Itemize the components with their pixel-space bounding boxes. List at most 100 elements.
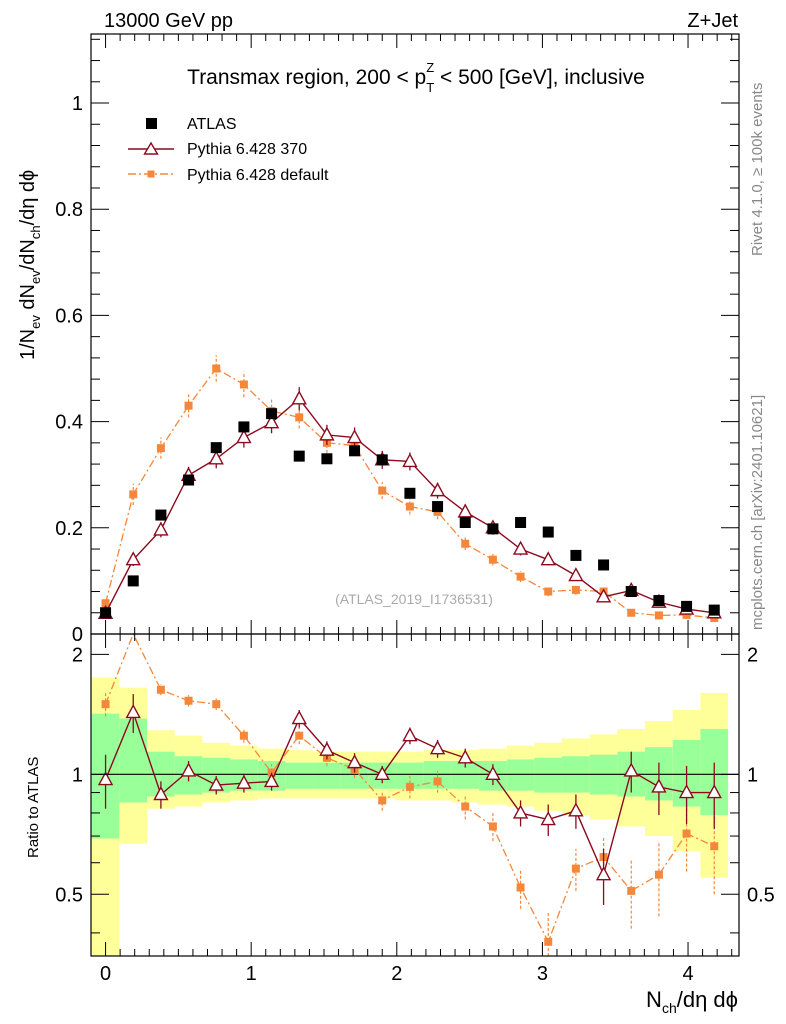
pdef-point xyxy=(627,608,636,617)
atlas-point xyxy=(708,604,720,616)
x-tick-label: 3 xyxy=(537,963,548,985)
ratio-pdef-point xyxy=(295,731,304,740)
atlas-point xyxy=(210,442,222,454)
ratio-plot-frame xyxy=(90,633,740,957)
ratio-pdef-point xyxy=(654,870,663,879)
ratio-pdef-point xyxy=(627,886,636,895)
atlas-point xyxy=(127,575,139,587)
ratio-pdef-point xyxy=(571,864,580,873)
mcplots-label: mcplots.cern.ch [arXiv:2401.10621] xyxy=(749,395,766,630)
ratio-p370-point xyxy=(180,762,197,777)
analysis-watermark: (ATLAS_2019_I1736531) xyxy=(335,591,493,607)
atlas-point xyxy=(238,421,250,433)
ratio-plot: 0 1 2 3 4 0.5 0.5 1 1 2 2 Ratio to ATLAS xyxy=(25,632,775,985)
ratio-p370-point xyxy=(319,741,335,756)
x-tick-label: 0 xyxy=(100,963,111,985)
ratio-inner-band xyxy=(313,762,341,789)
x-axis-label-end: /dη dϕ xyxy=(677,987,738,1012)
pdef-point xyxy=(654,611,663,620)
x-tick-label: 4 xyxy=(682,963,693,985)
pdef-point xyxy=(295,413,304,422)
ratio-p370-point xyxy=(402,727,418,742)
pdef-point xyxy=(405,502,414,511)
p370-point xyxy=(595,588,612,603)
ratio-p370-point xyxy=(97,771,114,786)
y-axis-label-p3: ev xyxy=(28,270,43,284)
p370-point xyxy=(236,429,252,444)
ratio-p370-point xyxy=(457,749,473,764)
atlas-point xyxy=(653,595,665,607)
rivet-label: Rivet 4.1.0, ≥ 100k events xyxy=(749,83,766,256)
ratio-inner-band xyxy=(506,759,535,791)
ratio-pdef-point xyxy=(405,782,414,791)
plot-title-sub: T xyxy=(426,80,434,95)
ratio-p370-point xyxy=(208,776,224,791)
ratio-inner-band xyxy=(285,762,314,789)
ratio-p370-point xyxy=(678,784,695,799)
atlas-point xyxy=(570,549,582,561)
ratio-p370-point xyxy=(651,778,667,793)
p370-point xyxy=(208,450,224,465)
atlas-point xyxy=(542,526,554,538)
y-axis-label-p6: /dη dϕ xyxy=(17,170,39,226)
p370-point xyxy=(291,390,307,405)
ratio-series-layer xyxy=(97,632,722,956)
ratio-y-tick-label: 2 xyxy=(72,644,83,666)
atlas-point xyxy=(432,501,444,513)
ratio-bands xyxy=(91,677,729,956)
ratio-pdef-point xyxy=(212,700,221,709)
p370-point xyxy=(319,426,335,441)
ratio-p370-point xyxy=(706,784,722,799)
y-axis-label-main: 1/N xyxy=(17,329,39,360)
ratio-y-tick-label-right: 0.5 xyxy=(747,884,775,906)
legend: ATLAS Pythia 6.428 370 Pythia 6.428 defa… xyxy=(128,116,329,184)
ratio-p370-point xyxy=(153,786,169,801)
main-y-tick-label: 0.6 xyxy=(55,305,83,327)
pdef-point xyxy=(184,401,193,410)
ratio-ticks: 0 1 2 3 4 0.5 0.5 1 1 2 2 xyxy=(55,634,775,985)
ratio-p370-point xyxy=(540,811,556,826)
collision-label: 13000 GeV pp xyxy=(104,10,233,32)
x-axis-label-sub: ch xyxy=(662,1000,677,1016)
ratio-y-label: Ratio to ATLAS xyxy=(25,757,42,858)
atlas-point xyxy=(515,516,527,528)
p370-point xyxy=(125,551,141,566)
atlas-point xyxy=(349,445,361,457)
pdef-point xyxy=(488,555,497,564)
y-axis-label-p2: dN xyxy=(17,284,39,315)
ratio-pdef-point xyxy=(710,842,719,851)
p370-point xyxy=(512,540,529,555)
p370-point xyxy=(429,482,446,497)
y-axis-label-p4: /dN xyxy=(17,239,39,270)
main-series-layer xyxy=(97,355,722,623)
pdef-point xyxy=(212,364,221,373)
main-y-tick-label: 1 xyxy=(72,93,83,115)
ratio-pdef-point xyxy=(544,937,553,946)
atlas-point xyxy=(266,408,278,420)
pdef-point xyxy=(461,539,470,548)
ratio-pdef-point xyxy=(461,802,470,811)
ratio-pdef-point xyxy=(378,796,387,805)
pdef-point xyxy=(516,572,525,581)
process-label: Z+Jet xyxy=(687,10,738,32)
main-y-tick-label: 0.4 xyxy=(55,412,83,434)
atlas-point xyxy=(183,474,195,486)
ratio-p370-point xyxy=(429,740,446,755)
x-axis-label-main: N xyxy=(646,987,662,1012)
ratio-y-tick-label: 0.5 xyxy=(55,884,83,906)
main-y-tick-label: 0 xyxy=(72,624,83,646)
ratio-y-tick-label-right: 2 xyxy=(747,644,758,666)
legend-atlas-label: ATLAS xyxy=(187,116,237,133)
ratio-pdef-point xyxy=(101,700,110,709)
p370-point xyxy=(263,414,280,429)
x-axis-label: Nch/dη dϕ xyxy=(646,987,738,1016)
main-plot: 0 0.2 0.4 0.6 0.8 1 Transmax region, 200 < pT… xyxy=(17,33,740,646)
atlas-point xyxy=(376,454,388,466)
atlas-point xyxy=(598,559,610,571)
ratio-p370-point xyxy=(374,765,390,781)
main-y-tick-label: 0.8 xyxy=(55,199,83,221)
ratio-p370-point xyxy=(512,804,529,819)
legend-pdef-label: Pythia 6.428 default xyxy=(187,167,329,184)
x-tick-label: 2 xyxy=(391,963,402,985)
pdef-point xyxy=(544,587,553,596)
